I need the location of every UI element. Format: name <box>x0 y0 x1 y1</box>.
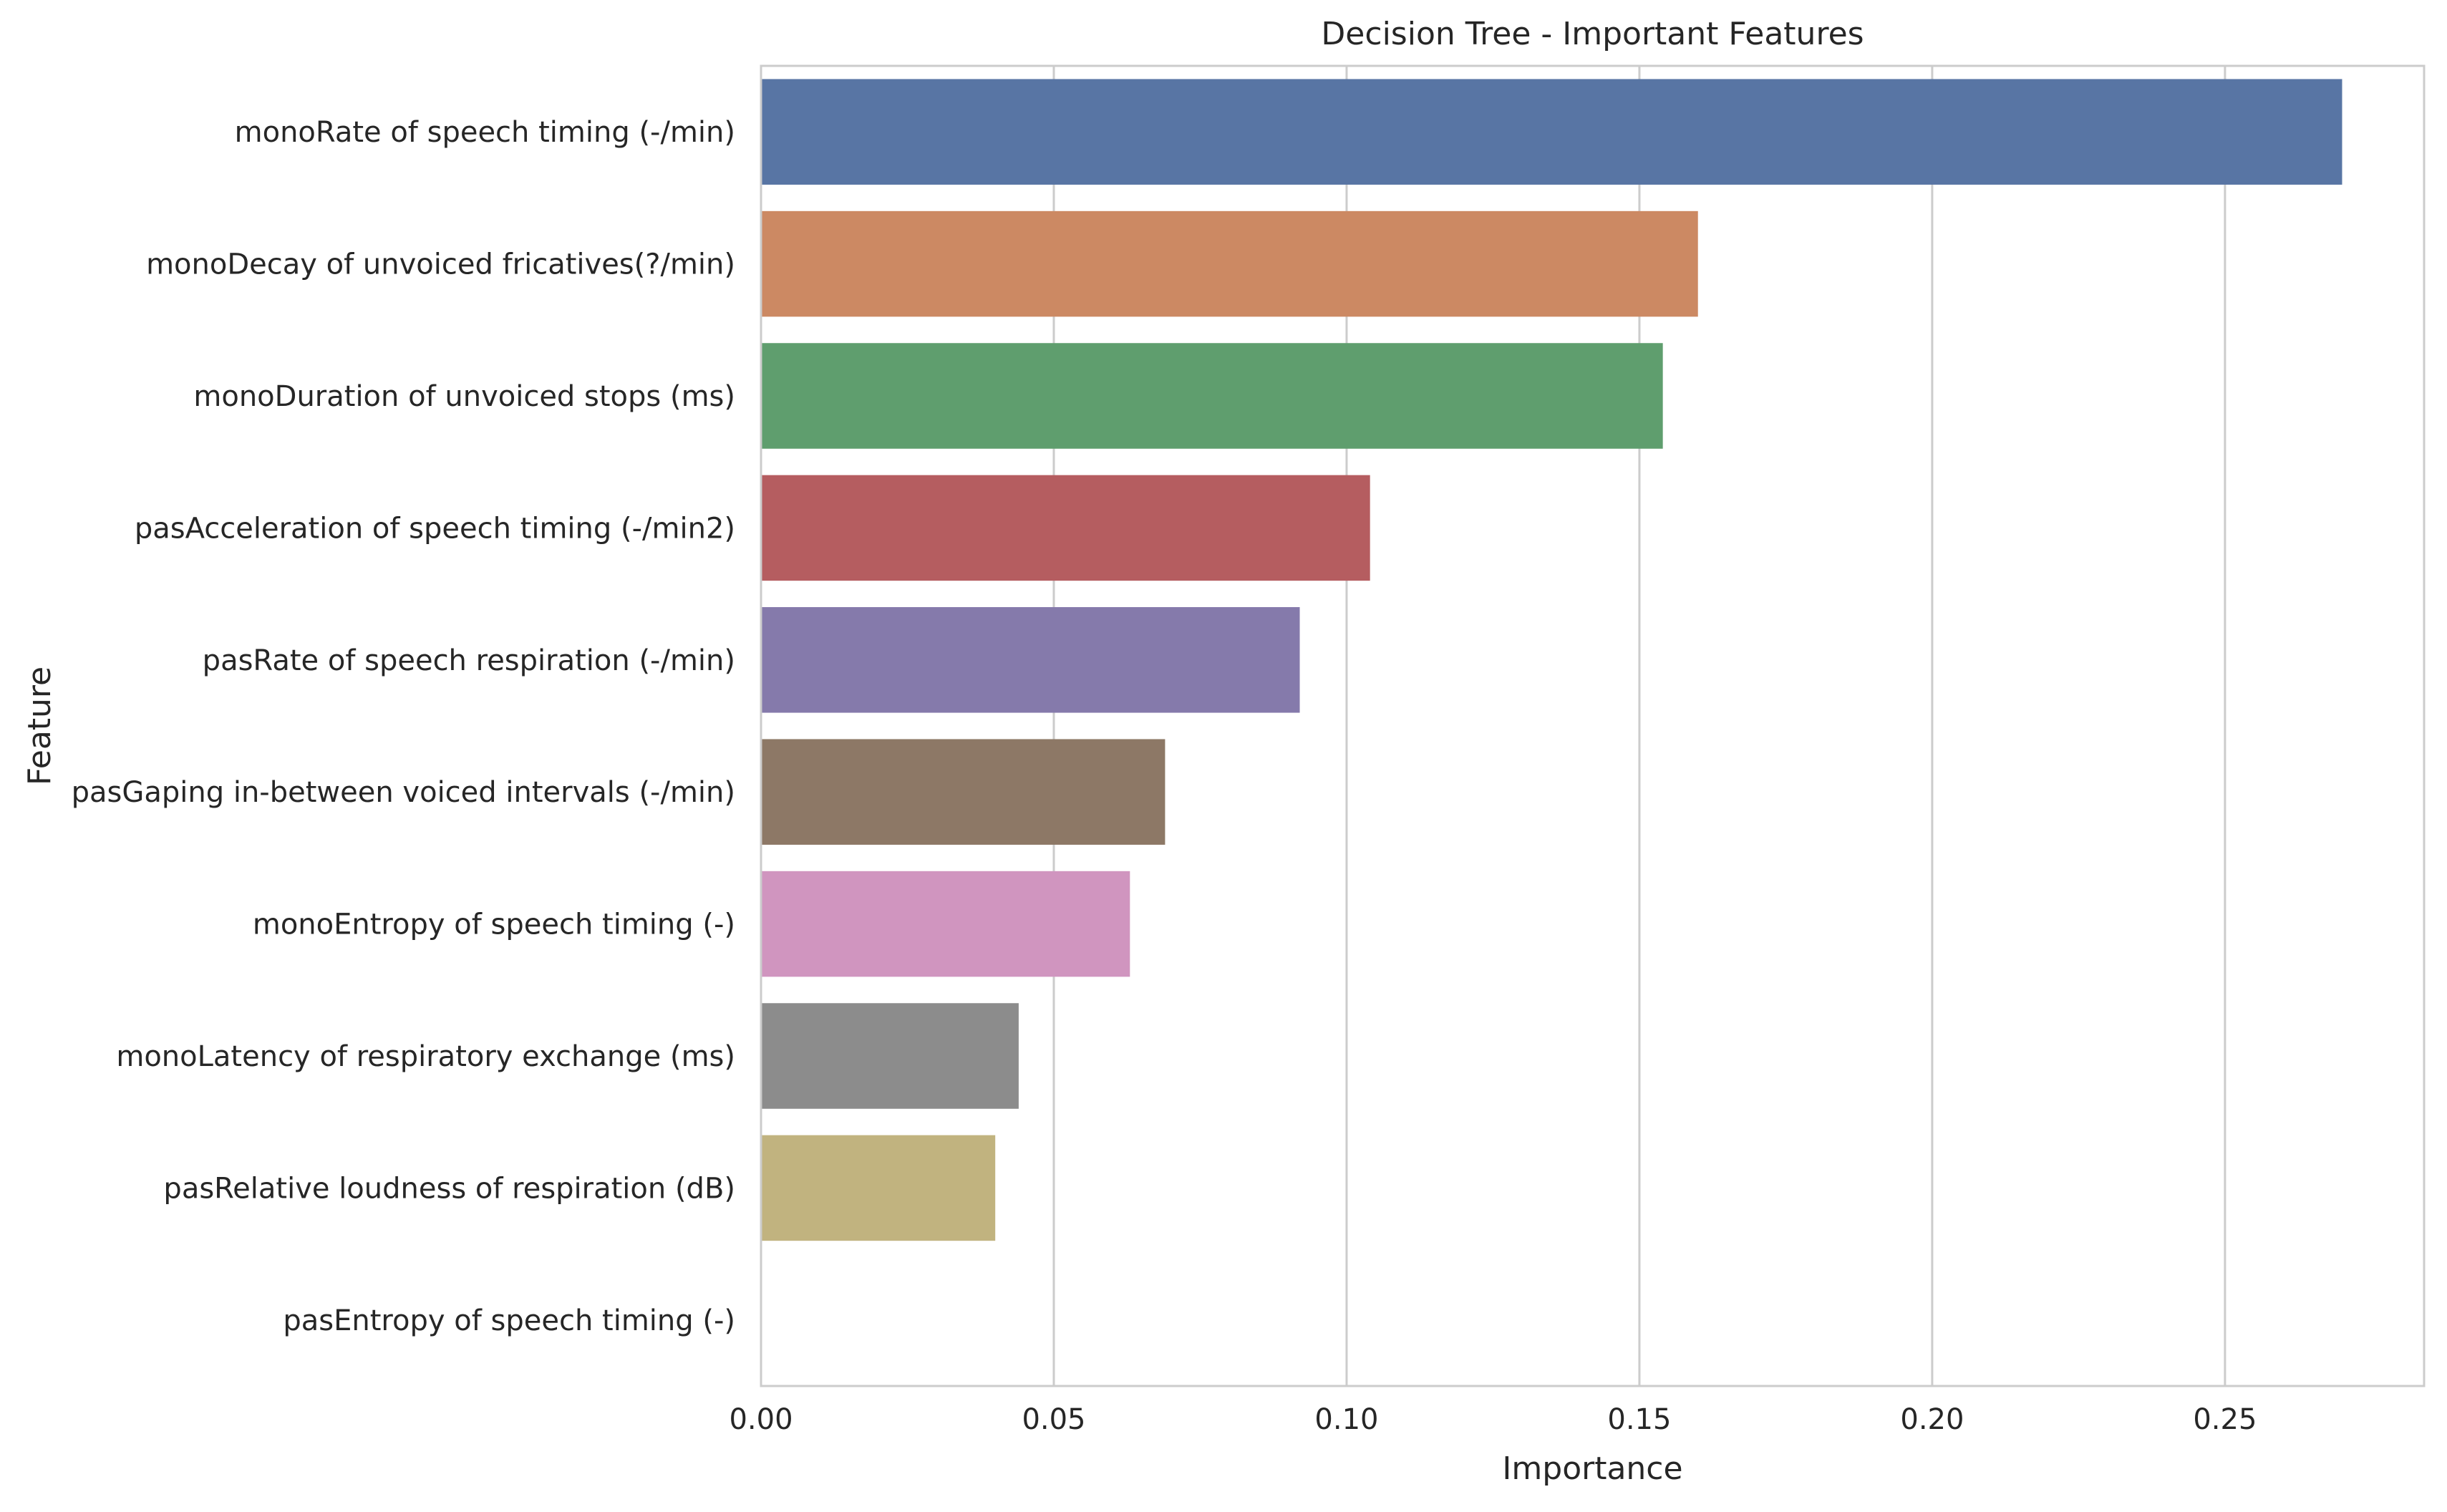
y-tick-label: monoEntropy of speech timing (-) <box>253 908 735 941</box>
x-tick-label: 0.00 <box>729 1403 793 1436</box>
y-tick-label: pasRate of speech respiration (-/min) <box>203 644 735 677</box>
x-tick-label: 0.20 <box>1900 1403 1964 1436</box>
y-tick-labels: monoRate of speech timing (-/min) monoDec… <box>72 116 735 1337</box>
y-tick-label: monoRate of speech timing (-/min) <box>235 116 735 149</box>
x-axis-label: Importance <box>1502 1450 1682 1487</box>
y-tick-label: monoLatency of respiratory exchange (ms) <box>116 1040 735 1073</box>
x-tick-label: 0.15 <box>1607 1403 1671 1436</box>
x-tick-label: 0.05 <box>1022 1403 1085 1436</box>
bar <box>761 1003 1019 1109</box>
bars <box>761 79 2342 1241</box>
bar <box>761 210 1698 317</box>
bar <box>761 79 2342 185</box>
y-tick-label: pasAcceleration of speech timing (-/min2… <box>135 512 735 545</box>
x-tick-label: 0.25 <box>2193 1403 2257 1436</box>
plot-frame <box>760 64 2426 1387</box>
x-tick-label: 0.10 <box>1314 1403 1378 1436</box>
y-tick-label: pasRelative loudness of respiration (dB) <box>163 1172 735 1205</box>
y-tick-label: pasEntropy of speech timing (-) <box>283 1304 735 1337</box>
bar <box>761 739 1166 845</box>
bar <box>761 343 1663 449</box>
y-tick-label: monoDuration of unvoiced stops (ms) <box>193 380 735 413</box>
chart-title: Decision Tree - Important Features <box>1321 16 1864 52</box>
x-tick-labels: 0.00 0.05 0.10 0.15 0.20 0.25 <box>729 1403 2257 1436</box>
bar <box>761 871 1130 977</box>
bar <box>761 607 1300 713</box>
bar <box>761 1135 996 1241</box>
y-axis-label: Feature <box>21 667 58 785</box>
y-tick-label: pasGaping in-between voiced intervals (-… <box>72 776 735 809</box>
y-tick-label: monoDecay of unvoiced fricatives(?/min) <box>146 248 735 281</box>
bar <box>761 475 1370 581</box>
